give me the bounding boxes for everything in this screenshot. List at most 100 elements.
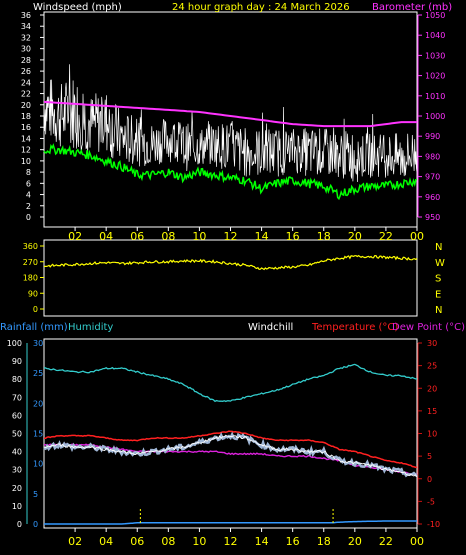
humidity-series: [43, 363, 418, 403]
temperature-tick-label: 15: [427, 407, 437, 416]
hour-tick-label: 00: [410, 230, 424, 243]
temperature-label: Temperature (°C): [311, 322, 398, 333]
direction-tick-label: 180: [23, 274, 38, 283]
wind-panel: 0246810121416182022242628303234369509609…: [21, 11, 446, 222]
hour-tick-label: 06: [130, 535, 144, 548]
temp-panel: 0 10 20 30 40 50 60 70 80 90 100 0 5 10 15 20 25 30 -10 -5 0…: [7, 339, 440, 529]
humidity-tick-label: 100: [7, 339, 22, 348]
barometer-label: Barometer (mb): [372, 2, 452, 13]
temperature-tick-label: 20: [427, 384, 437, 393]
barometer-tick-label: 1050: [425, 11, 445, 20]
hour-tick-label: 00: [410, 535, 424, 548]
rainfall-series: [44, 520, 417, 525]
windchill-label: Windchill: [248, 322, 293, 333]
windspeed-tick-label: 14: [21, 134, 31, 143]
humidity-tick-label: 60: [12, 411, 22, 420]
hour-tick-label: 22: [379, 230, 393, 243]
humidity-tick-label: 80: [12, 375, 22, 384]
windspeed-tick-label: 36: [21, 11, 31, 20]
humidity-tick-label: 90: [12, 357, 22, 366]
compass-label: N: [435, 305, 442, 316]
average-wind-series: [43, 143, 418, 201]
barometer-tick-label: 1040: [425, 31, 445, 40]
humidity-label: Humidity: [68, 322, 113, 333]
barometer-tick-label: 1000: [425, 112, 445, 121]
direction-tick-label: 270: [23, 258, 38, 267]
rainfall-tick-label: 20: [33, 399, 43, 408]
barometer-tick-label: 950: [425, 213, 440, 222]
rainfall-tick-label: 30: [33, 339, 43, 348]
windspeed-tick-label: 18: [21, 112, 31, 121]
panel-frame-3: [43, 338, 418, 529]
hour-tick-label: 14: [255, 230, 269, 243]
windspeed-tick-label: 12: [21, 146, 31, 155]
rainfall-label: Rainfall (mm): [0, 322, 68, 333]
windspeed-tick-label: 22: [21, 90, 31, 99]
barometer-tick-label: 1030: [425, 51, 445, 60]
compass-label: E: [435, 289, 441, 300]
hour-tick-label: 16: [286, 230, 300, 243]
compass-label: N: [435, 242, 442, 253]
barometer-tick-label: 1010: [425, 92, 445, 101]
rainfall-tick-label: 0: [33, 520, 38, 529]
windspeed-tick-label: 28: [21, 56, 31, 65]
humidity-tick-label: 10: [12, 502, 22, 511]
windspeed-tick-label: 2: [26, 202, 31, 211]
hour-tick-label: 20: [348, 535, 362, 548]
hour-tick-label: 14: [255, 535, 269, 548]
windchill-shadow-series: [43, 431, 418, 478]
windchill-series: [43, 435, 418, 478]
rainfall-tick-label: 5: [33, 490, 38, 499]
humidity-tick-label: 70: [12, 393, 22, 402]
hour-tick-label: 06: [130, 230, 144, 243]
windspeed-label: Windspeed (mph): [33, 2, 122, 13]
temperature-tick-label: -10: [427, 520, 440, 529]
barometer-series: [43, 100, 417, 128]
compass-label: S: [435, 274, 441, 285]
temperature-tick-label: 30: [427, 339, 437, 348]
windspeed-tick-label: 10: [21, 157, 31, 166]
hour-tick-label: 20: [348, 230, 362, 243]
dewpoint-label: Dew Point (°C): [392, 322, 465, 333]
hour-tick-label: 18: [317, 535, 331, 548]
temperature-series: [44, 430, 418, 469]
humidity-tick-label: 0: [17, 520, 22, 529]
windspeed-tick-label: 30: [21, 45, 31, 54]
chart-title: 24 hour graph day : 24 March 2026: [172, 2, 350, 13]
humidity-tick-label: 20: [12, 484, 22, 493]
panel-frames: [43, 11, 418, 529]
temperature-tick-label: 10: [427, 430, 437, 439]
hour-tick-label: 22: [379, 535, 393, 548]
windspeed-tick-label: 24: [21, 78, 31, 87]
direction-tick-label: 90: [28, 289, 38, 298]
hour-tick-label: 04: [99, 230, 113, 243]
humidity-tick-label: 30: [12, 466, 22, 475]
rainfall-tick-label: 10: [33, 460, 43, 469]
windspeed-tick-label: 26: [21, 67, 31, 76]
windspeed-tick-label: 6: [26, 179, 31, 188]
hour-tick-label: 10: [192, 535, 206, 548]
hour-tick-label: 12: [224, 230, 238, 243]
temperature-tick-label: 25: [427, 362, 437, 371]
windspeed-tick-label: 16: [21, 123, 31, 132]
wind-direction-series: [44, 254, 418, 271]
barometer-tick-label: 1020: [425, 72, 445, 81]
windspeed-tick-label: 4: [26, 191, 31, 200]
rainfall-tick-label: 25: [33, 369, 43, 378]
barometer-tick-label: 970: [425, 173, 440, 182]
windspeed-tick-label: 20: [21, 101, 31, 110]
barometer-tick-label: 980: [425, 152, 440, 161]
hour-tick-label: 18: [317, 230, 331, 243]
windspeed-tick-label: 0: [26, 213, 31, 222]
windspeed-series: [43, 64, 418, 183]
direction-tick-label: 0: [33, 305, 38, 314]
hour-tick-label: 10: [192, 230, 206, 243]
hour-tick-label: 12: [224, 535, 238, 548]
barometer-tick-label: 990: [425, 132, 440, 141]
compass-label: W: [435, 258, 445, 269]
panel-frame-2: [43, 239, 418, 317]
hour-axis: 02 04 06 08 10 12 14 16 18 20 22 00 02 04 06 08 10 12 14 16…: [68, 227, 424, 548]
humidity-tick-label: 50: [12, 430, 22, 439]
temperature-tick-label: -5: [427, 497, 435, 506]
